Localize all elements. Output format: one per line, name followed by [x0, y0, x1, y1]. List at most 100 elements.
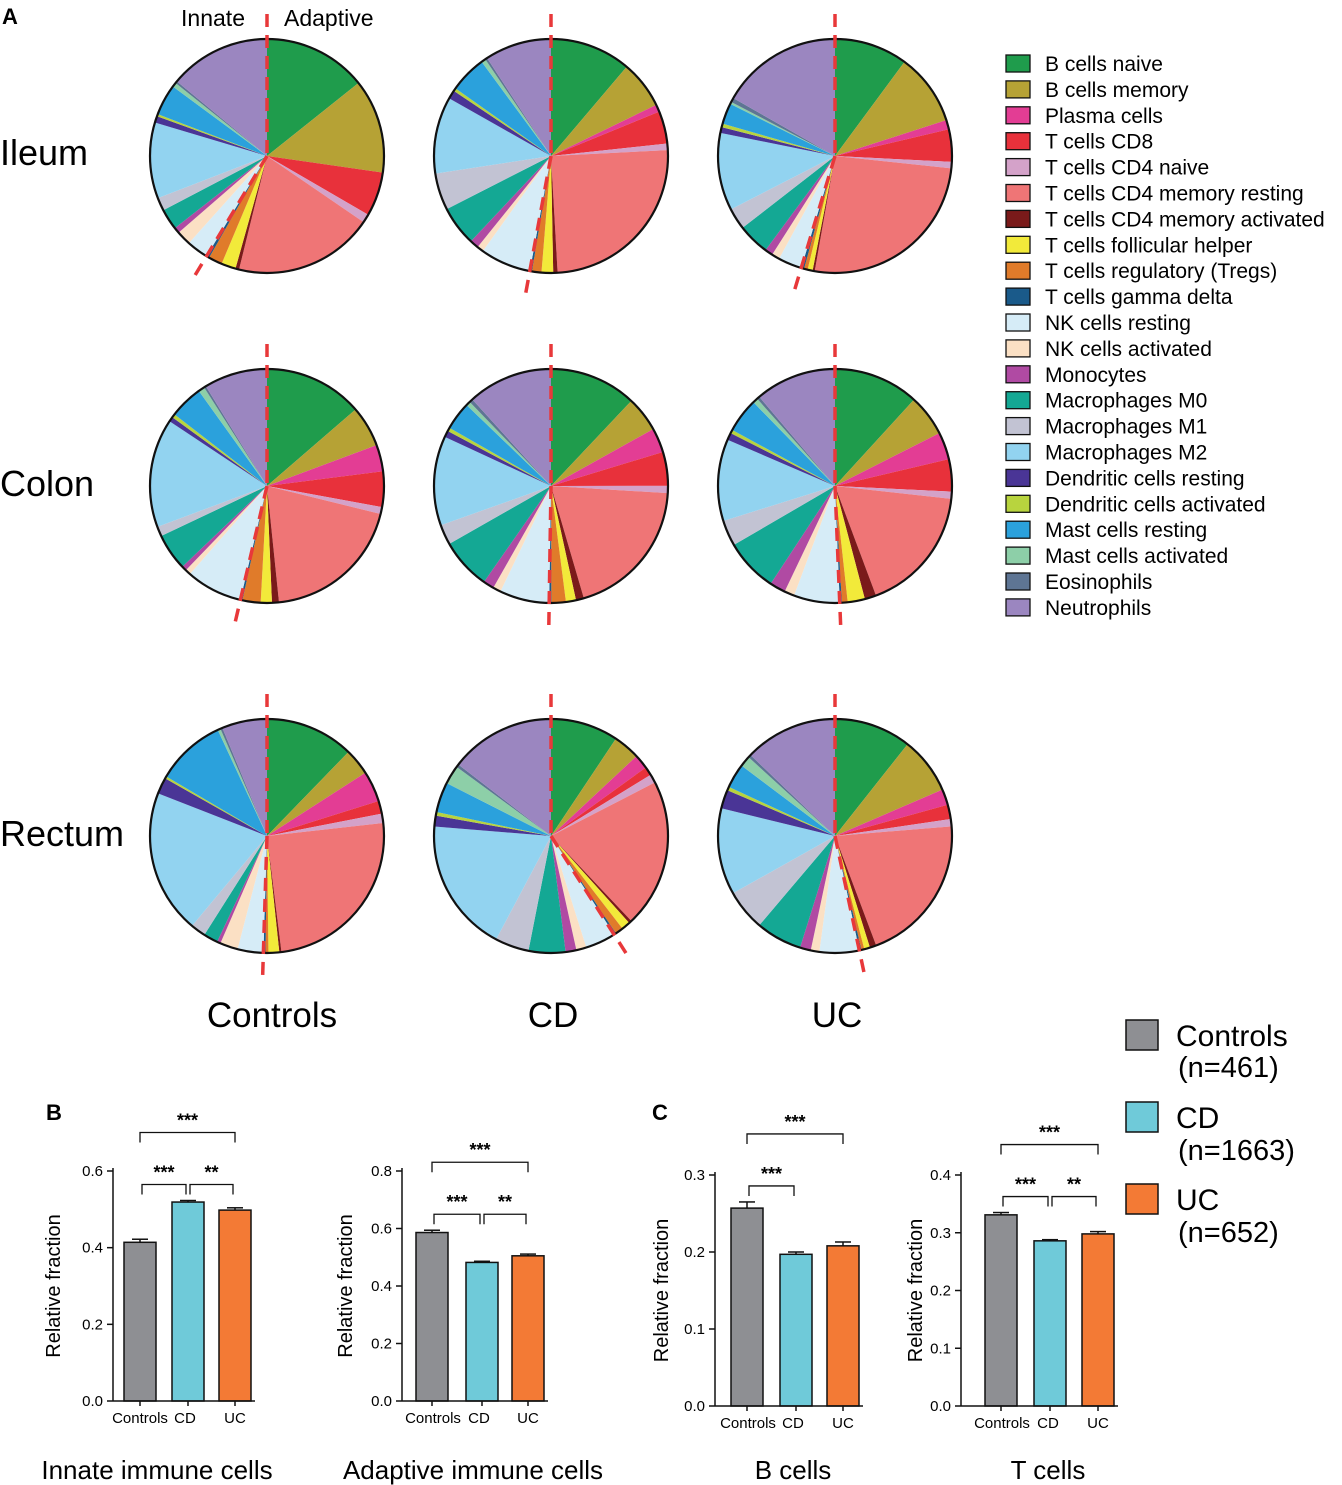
legend-swatch — [1005, 365, 1031, 384]
bar-controls — [123, 1241, 157, 1402]
slice-macrophages-m2 — [434, 826, 551, 940]
legend-swatch — [1005, 572, 1031, 591]
slice-t-cells-cd4-naive — [551, 774, 656, 836]
slice-macrophages-m2 — [717, 132, 835, 210]
slice-mast-cells-resting — [728, 765, 835, 836]
slice-nk-cells-activated — [493, 486, 551, 592]
legend-label: B cells memory — [1045, 79, 1189, 102]
slice-plasma-cells — [267, 772, 379, 836]
innate-adaptive-divider — [547, 485, 553, 629]
chart-title: Innate immune cells — [41, 1455, 272, 1485]
slice-t-cells-cd4-memory-resting — [239, 156, 364, 274]
chart-title: T cells — [1011, 1455, 1086, 1485]
slice-macrophages-m1 — [157, 486, 267, 536]
bar-cd — [465, 1261, 499, 1402]
pie-rectum-cd — [432, 694, 670, 957]
slice-t-cells-cd4-memory-activated — [235, 156, 267, 270]
bar-controls — [415, 1231, 449, 1402]
legend-item-dendritic-cells-resting: Dendritic cells resting — [1005, 467, 1245, 490]
legend-swatch — [1005, 339, 1031, 358]
x-tick-label-uc: UC — [832, 1415, 854, 1432]
legend-label: Macrophages M0 — [1045, 390, 1207, 413]
innate-adaptive-divider — [232, 485, 269, 625]
error-bar — [835, 1241, 851, 1246]
slice-neutrophils — [222, 719, 267, 836]
row-label-colon: Colon — [0, 463, 94, 504]
slice-t-cells-cd8 — [835, 129, 952, 162]
legend-label: T cells follicular helper — [1045, 234, 1252, 257]
pie-grid — [148, 14, 954, 978]
slice-b-cells-naive — [835, 369, 914, 486]
slice-plasma-cells — [551, 429, 663, 486]
pie-ileum-uc — [716, 14, 954, 293]
legend-swatch — [1005, 80, 1031, 99]
slice-t-cells-regulatory-tregs — [551, 836, 623, 934]
slice-dendritic-cells-resting — [721, 790, 835, 836]
error-bar — [424, 1229, 440, 1233]
bar-uc — [1081, 1233, 1115, 1407]
slice-monocytes — [174, 156, 267, 233]
slice-t-cells-cd4-naive — [551, 143, 668, 156]
slice-b-cells-memory — [551, 400, 654, 486]
slice-eosinophils — [731, 98, 835, 156]
legend-item-t-cells-cd4-memory-activated: T cells CD4 memory activated — [1005, 208, 1325, 231]
legend-item-dendritic-cells-activated: Dendritic cells activated — [1005, 493, 1266, 516]
slice-b-cells-naive — [551, 719, 616, 836]
bar-uc — [826, 1245, 860, 1407]
legend-item-mast-cells-resting: Mast cells resting — [1005, 519, 1207, 542]
x-tick-label-uc: UC — [1087, 1415, 1109, 1432]
slice-dendritic-cells-activated — [447, 427, 551, 486]
slice-t-cells-cd4-memory-activated — [551, 836, 632, 924]
error-bar — [788, 1251, 804, 1255]
slice-nk-cells-resting — [551, 836, 615, 948]
slice-dendritic-cells-resting — [158, 778, 267, 836]
slice-plasma-cells — [835, 433, 949, 486]
slice-neutrophils — [472, 369, 551, 486]
slice-t-cells-regulatory-tregs — [265, 836, 269, 953]
innate-label: Innate — [181, 5, 245, 31]
legend-item-b-cells-memory: B cells memory — [1005, 79, 1189, 102]
slice-mast-cells-resting — [722, 103, 835, 156]
significance-bracket: ** — [189, 1163, 234, 1195]
slice-mast-cells-resting — [157, 86, 267, 156]
y-tick-label: 0.2 — [930, 1283, 951, 1300]
slice-dendritic-cells-resting — [154, 116, 267, 156]
x-tick-label-cd: CD — [782, 1415, 804, 1432]
slice-nk-cells-activated — [810, 836, 835, 952]
slice-b-cells-memory — [551, 738, 637, 836]
slice-t-cells-cd8 — [551, 111, 668, 156]
y-axis-label: Relative fraction — [43, 1214, 65, 1357]
legend-item-t-cells-follicular-helper: T cells follicular helper — [1005, 234, 1252, 257]
slice-plasma-cells — [835, 789, 948, 836]
slice-t-cells-cd8 — [267, 471, 384, 508]
significance-label: *** — [761, 1164, 782, 1184]
slice-nk-cells-activated — [178, 156, 267, 244]
slice-b-cells-memory — [835, 61, 947, 156]
slice-t-cells-cd8 — [835, 804, 951, 836]
slice-macrophages-m1 — [496, 836, 551, 951]
slice-nk-cells-activated — [772, 156, 835, 259]
legend-label: B cells naive — [1045, 53, 1163, 76]
error-bar — [520, 1253, 536, 1256]
slice-eosinophils — [175, 81, 267, 156]
legend-swatch — [1005, 391, 1031, 410]
legend-swatch — [1005, 468, 1031, 488]
slice-nk-cells-resting — [500, 486, 551, 603]
slice-nk-cells-resting — [188, 156, 267, 257]
slice-eosinophils — [456, 764, 551, 836]
slice-monocytes — [182, 486, 267, 571]
legend-item-neutrophils: Neutrophils — [1005, 597, 1151, 620]
slice-monocytes — [551, 836, 577, 953]
slice-t-cells-regulatory-tregs — [551, 486, 566, 603]
slice-monocytes — [217, 836, 267, 944]
panel-label-a: A — [2, 4, 18, 29]
legend-item-mast-cells-activated: Mast cells activated — [1005, 545, 1228, 568]
pie-colon-controls — [148, 344, 386, 625]
slice-mast-cells-resting — [174, 390, 267, 486]
legend-label: Dendritic cells resting — [1045, 467, 1245, 490]
slice-t-cells-cd4-memory-resting — [835, 486, 952, 596]
slice-t-cells-cd4-memory-resting — [551, 150, 668, 273]
bar-chart-t-cells: 0.0 0.1 0.2 0.3 0.4 Controls CD UC Relative frac… — [905, 1123, 1118, 1485]
slice-b-cells-memory — [835, 399, 940, 486]
legend-swatch — [1005, 416, 1031, 436]
